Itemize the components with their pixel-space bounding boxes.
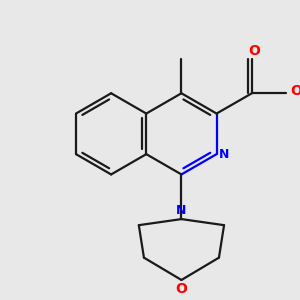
Text: N: N (219, 148, 230, 160)
Text: O: O (290, 84, 300, 98)
Text: O: O (248, 44, 260, 58)
Text: O: O (176, 282, 188, 296)
Text: N: N (176, 204, 187, 217)
